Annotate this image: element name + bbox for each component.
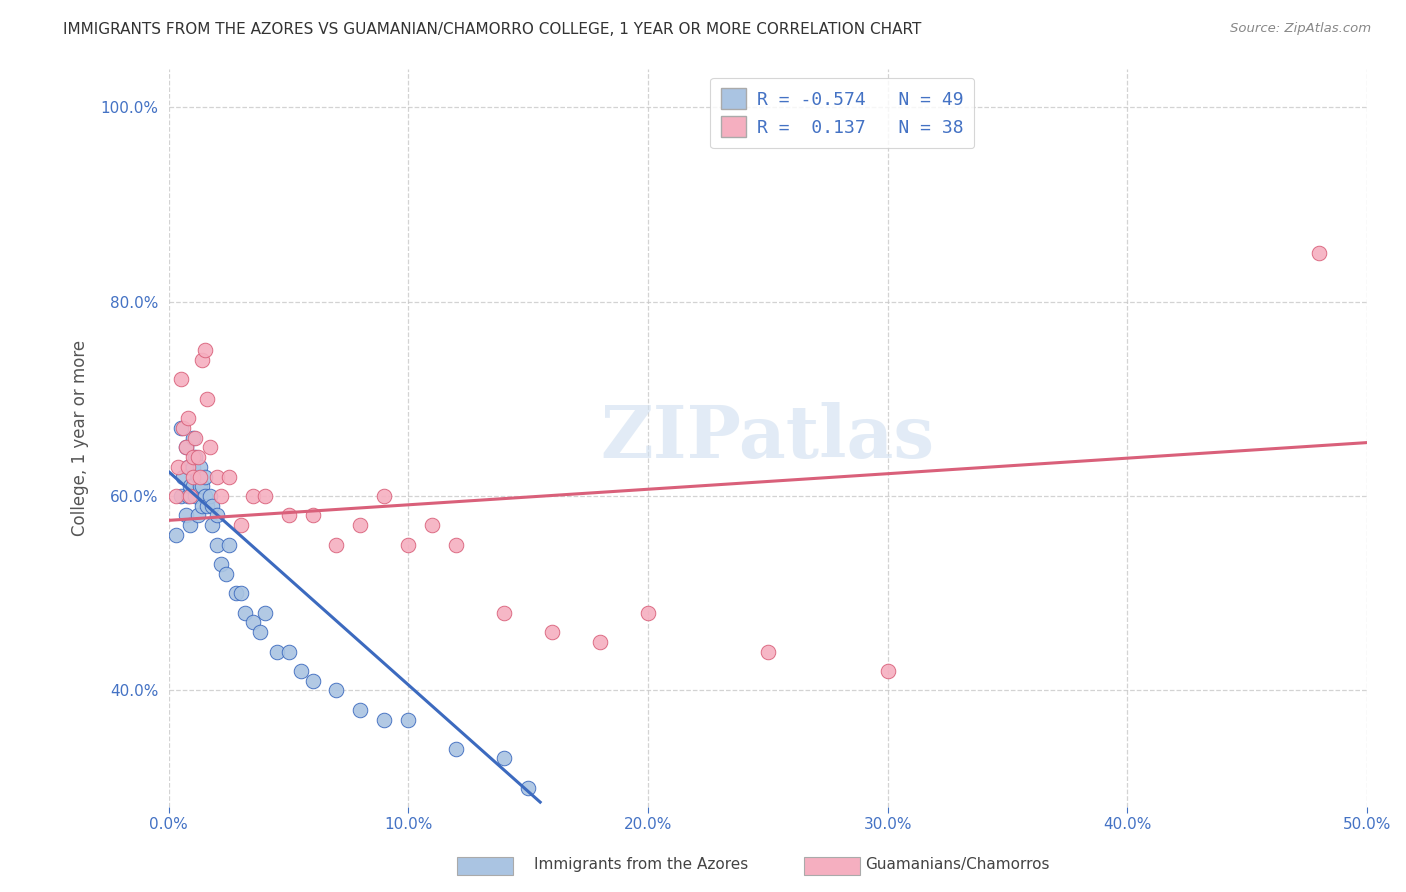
Point <box>218 469 240 483</box>
Legend: R = -0.574   N = 49, R =  0.137   N = 38: R = -0.574 N = 49, R = 0.137 N = 38 <box>710 78 974 148</box>
Point <box>301 673 323 688</box>
Point <box>229 518 252 533</box>
Point <box>349 518 371 533</box>
Point <box>446 538 468 552</box>
Point <box>301 508 323 523</box>
Point <box>235 606 257 620</box>
Point <box>181 431 204 445</box>
Point <box>170 421 193 435</box>
Point <box>179 489 201 503</box>
Point <box>174 441 197 455</box>
Text: IMMIGRANTS FROM THE AZORES VS GUAMANIAN/CHAMORRO COLLEGE, 1 YEAR OR MORE CORRELA: IMMIGRANTS FROM THE AZORES VS GUAMANIAN/… <box>63 22 922 37</box>
Point <box>253 489 276 503</box>
Point <box>181 450 204 465</box>
Point <box>194 489 217 503</box>
Point <box>194 469 217 483</box>
Point <box>172 469 194 483</box>
Point <box>201 499 224 513</box>
Point <box>229 586 252 600</box>
Point <box>198 441 221 455</box>
Point <box>195 499 218 513</box>
Point <box>198 489 221 503</box>
Text: ZIPatlas: ZIPatlas <box>600 402 935 474</box>
Point <box>177 459 200 474</box>
Point <box>242 489 264 503</box>
Point <box>195 392 218 406</box>
Point <box>266 644 288 658</box>
Point <box>194 343 217 358</box>
Point <box>177 459 200 474</box>
Text: Guamanians/Chamorros: Guamanians/Chamorros <box>865 857 1049 872</box>
Point <box>396 538 419 552</box>
Point <box>253 606 276 620</box>
Point <box>205 508 228 523</box>
Point <box>494 606 516 620</box>
Point <box>179 479 201 493</box>
Point <box>181 459 204 474</box>
Point <box>188 479 211 493</box>
Point <box>277 508 299 523</box>
Point <box>637 606 659 620</box>
Point <box>215 566 238 581</box>
Text: Source: ZipAtlas.com: Source: ZipAtlas.com <box>1230 22 1371 36</box>
Point <box>186 508 208 523</box>
Point <box>184 450 207 465</box>
Point <box>181 479 204 493</box>
Point <box>277 644 299 658</box>
Point <box>541 625 564 640</box>
Point <box>165 528 187 542</box>
Point <box>184 431 207 445</box>
Point <box>589 635 612 649</box>
Point <box>876 664 898 678</box>
Point <box>218 538 240 552</box>
Point <box>211 489 233 503</box>
Point <box>165 489 187 503</box>
Point <box>373 489 395 503</box>
Point <box>184 489 207 503</box>
Point <box>201 518 224 533</box>
Point <box>174 508 197 523</box>
Point <box>167 459 190 474</box>
Point <box>517 780 540 795</box>
Point <box>325 538 347 552</box>
Point <box>186 450 208 465</box>
Y-axis label: College, 1 year or more: College, 1 year or more <box>72 340 89 536</box>
Point <box>170 489 193 503</box>
Point <box>191 479 214 493</box>
Point <box>1308 246 1330 260</box>
Point <box>249 625 271 640</box>
Point <box>396 713 419 727</box>
Text: Immigrants from the Azores: Immigrants from the Azores <box>534 857 748 872</box>
Point <box>186 469 208 483</box>
Point <box>325 683 347 698</box>
Point <box>191 353 214 368</box>
Point <box>174 441 197 455</box>
Point <box>290 664 312 678</box>
Point <box>181 469 204 483</box>
Point <box>188 459 211 474</box>
Point <box>172 421 194 435</box>
Point <box>179 518 201 533</box>
Point <box>420 518 443 533</box>
Point <box>494 751 516 765</box>
Point <box>373 713 395 727</box>
Point <box>170 372 193 386</box>
Point <box>349 703 371 717</box>
Point <box>205 469 228 483</box>
Point <box>177 489 200 503</box>
Point <box>188 469 211 483</box>
Point <box>225 586 247 600</box>
Point <box>446 741 468 756</box>
Point <box>205 538 228 552</box>
Point <box>242 615 264 630</box>
Point <box>211 557 233 571</box>
Point <box>756 644 779 658</box>
Point <box>191 499 214 513</box>
Point <box>177 411 200 425</box>
